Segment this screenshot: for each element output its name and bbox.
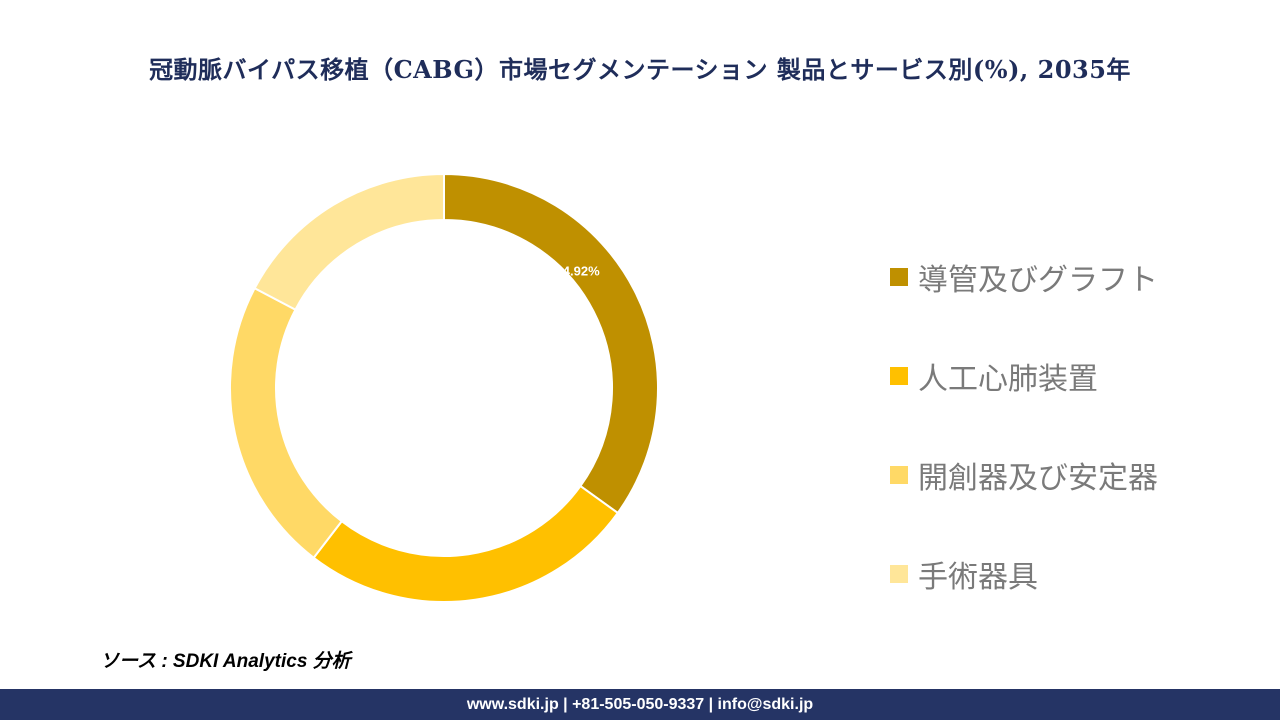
- legend-swatch: [890, 466, 908, 484]
- chart-title: 冠動脈バイパス移植（CABG）市場セグメンテーション 製品とサービス別(%), …: [149, 55, 1131, 84]
- legend-item-3: 開創器及び安定器: [890, 453, 1158, 497]
- legend-swatch: [890, 367, 908, 385]
- data-label-1: 34.92%: [556, 263, 601, 278]
- donut-slice-1: [443, 172, 659, 515]
- legend-swatch: [890, 268, 908, 286]
- donut-slice-3: [229, 286, 344, 560]
- legend-item-2: 人工心肺装置: [890, 354, 1098, 398]
- donut-slice-4: [253, 172, 445, 312]
- legend-label: 人工心肺装置: [918, 362, 1098, 397]
- footer-contact-bar: www.sdki.jp | +81-505-050-9337 | info@sd…: [0, 689, 1280, 720]
- legend-swatch: [890, 565, 908, 583]
- legend-item-4: 手術器具: [890, 552, 1038, 596]
- legend-label: 手術器具: [918, 560, 1038, 595]
- legend-label: 導管及びグラフト: [918, 263, 1158, 298]
- legend-label: 開創器及び安定器: [918, 461, 1158, 496]
- donut-slice-2: [312, 484, 620, 603]
- legend-item-1: 導管及びグラフト: [890, 255, 1158, 299]
- source-note: ソース : SDKI Analytics 分析: [100, 651, 351, 672]
